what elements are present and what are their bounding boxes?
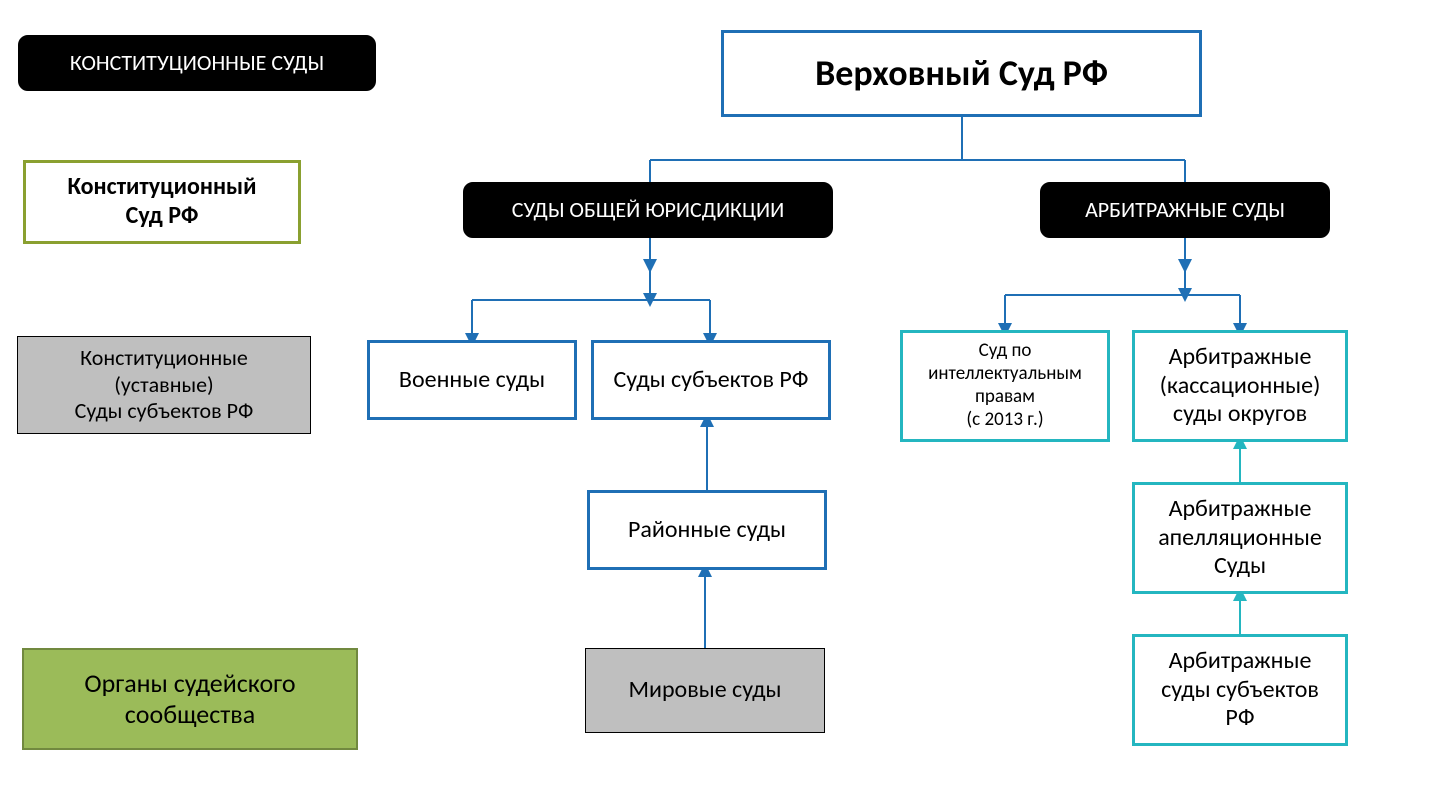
node-arb_subj: Арбитражные суды субъектов РФ <box>1132 634 1348 746</box>
node-mirovye: Мировые суды <box>585 648 825 733</box>
node-ip_court: Суд по интеллектуальным правам (с 2013 г… <box>900 330 1110 442</box>
node-military: Военные суды <box>367 340 577 420</box>
node-district: Районные суды <box>587 490 827 570</box>
node-subj_courts: Суды субъектов РФ <box>591 340 831 420</box>
node-const_subj: Конституционные (уставные) Суды субъекто… <box>17 336 311 434</box>
node-judicial_comm: Органы судейского сообщества <box>22 648 358 750</box>
node-arb_okrug: Арбитражные (кассационные) суды округов <box>1132 330 1348 442</box>
node-title_const: КОНСТИТУЦИОННЫЕ СУДЫ <box>18 35 376 91</box>
node-arbitration: АРБИТРАЖНЫЕ СУДЫ <box>1040 182 1330 238</box>
node-const_rf: Конституционный Суд РФ <box>23 160 301 244</box>
node-general: СУДЫ ОБЩЕЙ ЮРИСДИКЦИИ <box>463 182 833 238</box>
node-arb_appeal: Арбитражные апелляционные Суды <box>1132 482 1348 594</box>
node-supreme: Верховный Суд РФ <box>721 30 1202 117</box>
